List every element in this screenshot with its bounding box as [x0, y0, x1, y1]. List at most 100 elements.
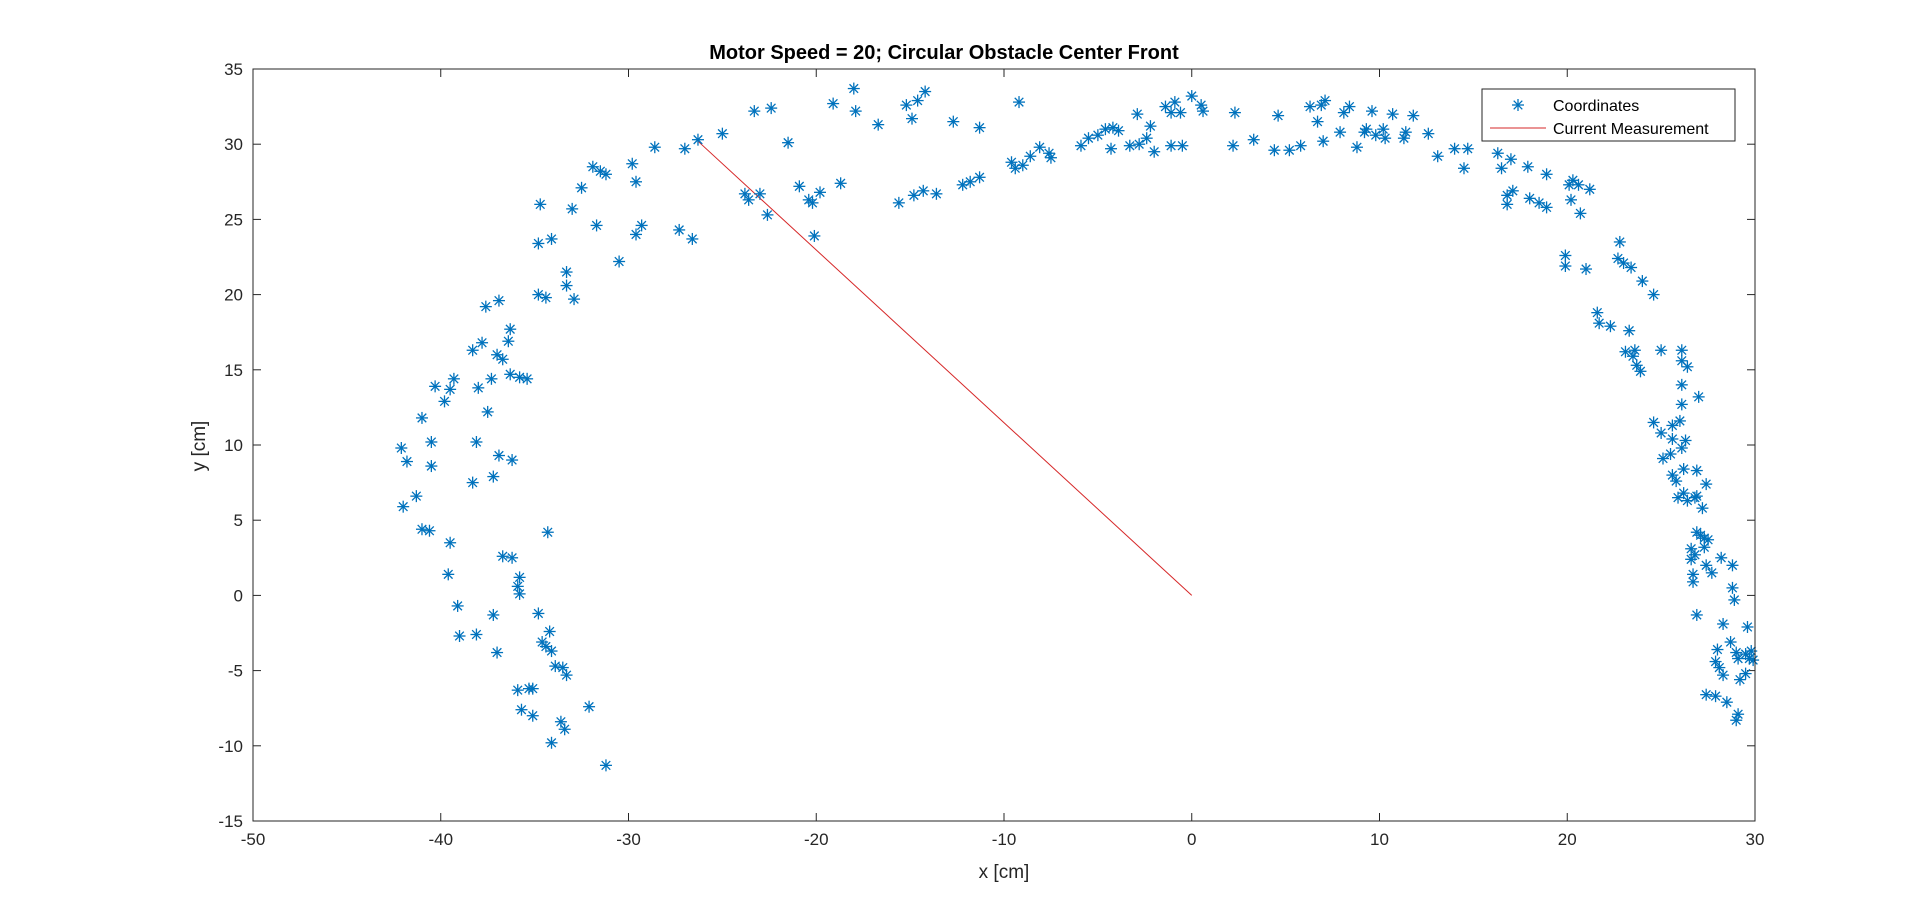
data-point: [1283, 144, 1296, 157]
data-point: [1673, 414, 1686, 427]
data-point: [521, 372, 534, 385]
data-point: [1628, 344, 1641, 357]
data-point: [1016, 159, 1029, 172]
y-tick-label: 35: [224, 60, 243, 79]
data-point: [1311, 115, 1324, 128]
coordinates-series: [395, 82, 1760, 772]
data-point: [1698, 532, 1711, 545]
data-point: [556, 661, 569, 674]
data-point: [599, 759, 612, 772]
data-point: [1304, 100, 1317, 113]
data-point: [470, 435, 483, 448]
data-point: [558, 723, 571, 736]
data-point: [1732, 708, 1745, 721]
data-point: [900, 99, 913, 112]
data-point: [1024, 150, 1037, 163]
data-point: [761, 208, 774, 221]
data-point: [1655, 344, 1668, 357]
x-tick-label: 10: [1370, 830, 1389, 849]
current-measurement-line: [697, 140, 1193, 596]
data-point: [1082, 132, 1095, 145]
data-point: [1583, 183, 1596, 196]
data-point: [1715, 551, 1728, 564]
data-point: [1728, 593, 1741, 606]
data-point: [906, 112, 919, 125]
data-point: [415, 411, 428, 424]
data-point: [1730, 646, 1743, 659]
data-point: [1559, 249, 1572, 262]
y-tick-label: 30: [224, 135, 243, 154]
data-point: [648, 141, 661, 154]
data-point: [1317, 135, 1330, 148]
data-point: [1572, 178, 1585, 191]
data-point: [1717, 669, 1730, 682]
data-point: [911, 94, 924, 107]
data-point: [1617, 257, 1630, 270]
data-point: [496, 550, 509, 563]
data-point: [1228, 106, 1241, 119]
data-point: [425, 460, 438, 473]
data-point: [1360, 123, 1373, 136]
data-point: [1343, 100, 1356, 113]
y-tick-label: 15: [224, 361, 243, 380]
data-point: [1677, 463, 1690, 476]
data-point: [691, 133, 704, 146]
data-point: [947, 115, 960, 128]
data-point: [872, 118, 885, 131]
data-point: [964, 175, 977, 188]
data-point: [586, 160, 599, 173]
data-point: [545, 232, 558, 245]
data-point: [444, 536, 457, 549]
data-point: [410, 490, 423, 503]
data-point: [814, 186, 827, 199]
data-point: [1623, 324, 1636, 337]
data-point: [1726, 559, 1739, 572]
data-point: [470, 628, 483, 641]
data-point: [1112, 124, 1125, 137]
data-point: [1670, 475, 1683, 488]
y-tick-label: -10: [218, 737, 243, 756]
y-tick-label: -15: [218, 812, 243, 831]
data-point: [849, 105, 862, 118]
data-point: [1033, 141, 1046, 154]
data-point: [1720, 696, 1733, 709]
data-point: [476, 336, 489, 349]
x-tick-label: -20: [804, 830, 829, 849]
y-tick-label: 5: [234, 511, 243, 530]
data-point: [1675, 398, 1688, 411]
data-point: [917, 184, 930, 197]
x-tick-label: 20: [1558, 830, 1577, 849]
data-point: [1431, 150, 1444, 163]
data-point: [1747, 654, 1760, 667]
data-point: [930, 187, 943, 200]
data-point: [613, 255, 626, 268]
data-point: [1133, 138, 1146, 151]
data-point: [545, 736, 558, 749]
data-point: [590, 219, 603, 232]
data-point: [526, 682, 539, 695]
data-point: [543, 625, 556, 638]
data-point: [515, 703, 528, 716]
data-point: [1705, 566, 1718, 579]
data-point: [1709, 690, 1722, 703]
data-point: [534, 198, 547, 211]
data-point: [1690, 490, 1703, 503]
x-tick-label: 30: [1746, 830, 1765, 849]
data-point: [1604, 320, 1617, 333]
data-point: [438, 395, 451, 408]
data-point: [1647, 288, 1660, 301]
data-point: [1319, 94, 1332, 107]
data-point: [513, 587, 526, 600]
data-point: [487, 470, 500, 483]
data-point: [395, 442, 408, 455]
current-measurement-series: [697, 140, 1193, 596]
legend-marker-coordinates: [1512, 99, 1524, 111]
data-point: [491, 348, 504, 361]
data-point: [1690, 608, 1703, 621]
data-point: [504, 323, 517, 336]
x-tick-label: -50: [241, 830, 266, 849]
data-point: [1379, 132, 1392, 145]
data-point: [466, 476, 479, 489]
data-point: [1709, 655, 1722, 668]
